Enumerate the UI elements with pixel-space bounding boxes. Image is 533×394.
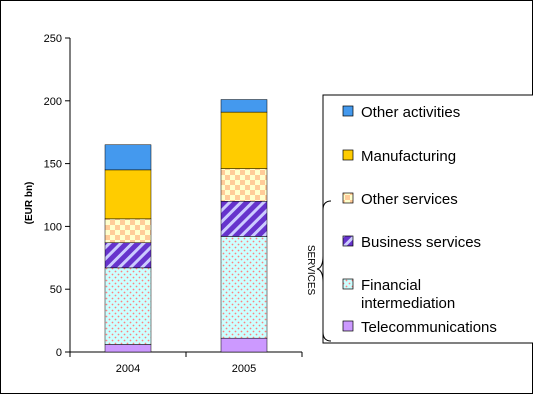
bar-segment (104, 344, 152, 353)
legend-label: Telecommunications (361, 319, 497, 336)
x-tick-label: 2005 (232, 363, 256, 375)
bar-segment (104, 267, 152, 345)
legend-label: Manufacturing (361, 148, 456, 165)
services-group-label: SERVICES (305, 245, 316, 296)
legend-swatch (342, 235, 354, 247)
legend-label: Business services (361, 234, 481, 251)
legend-swatch (342, 149, 354, 161)
x-tick-label: 2004 (116, 363, 140, 375)
bar-segment (220, 168, 268, 202)
bar-segment (220, 236, 268, 339)
y-tick-label: 250 (44, 33, 62, 45)
services-brace (316, 200, 332, 342)
legend-swatch (342, 192, 354, 204)
legend-swatch (342, 320, 354, 332)
legend: Other activities Manufacturing Other servi… (322, 94, 533, 344)
bar-segment (220, 201, 268, 237)
legend-label: Other activities (361, 104, 460, 121)
bar-segment (220, 99, 268, 113)
bar-segment (220, 337, 268, 353)
legend-swatch (342, 105, 354, 117)
y-tick-label: 100 (44, 221, 62, 233)
y-tick-label: 200 (44, 96, 62, 108)
bar-segment (104, 144, 152, 171)
y-tick-label: 0 (56, 347, 62, 359)
y-axis-label: (EUR bn) (24, 182, 35, 225)
bar-segment (104, 218, 152, 243)
plot-area: 0 50 100 150 200 250 2004 2005 (44, 33, 303, 375)
legend-label: Other services (361, 191, 458, 208)
legend-label: Financial (361, 277, 421, 294)
legend-box (322, 94, 533, 344)
legend-swatch (342, 278, 354, 290)
legend-label: intermediation (361, 295, 455, 312)
bar-segment (104, 242, 152, 269)
bar-segment (220, 111, 268, 169)
y-tick-label: 50 (50, 284, 62, 296)
y-tick-label: 150 (44, 159, 62, 171)
bar-segment (104, 169, 152, 220)
